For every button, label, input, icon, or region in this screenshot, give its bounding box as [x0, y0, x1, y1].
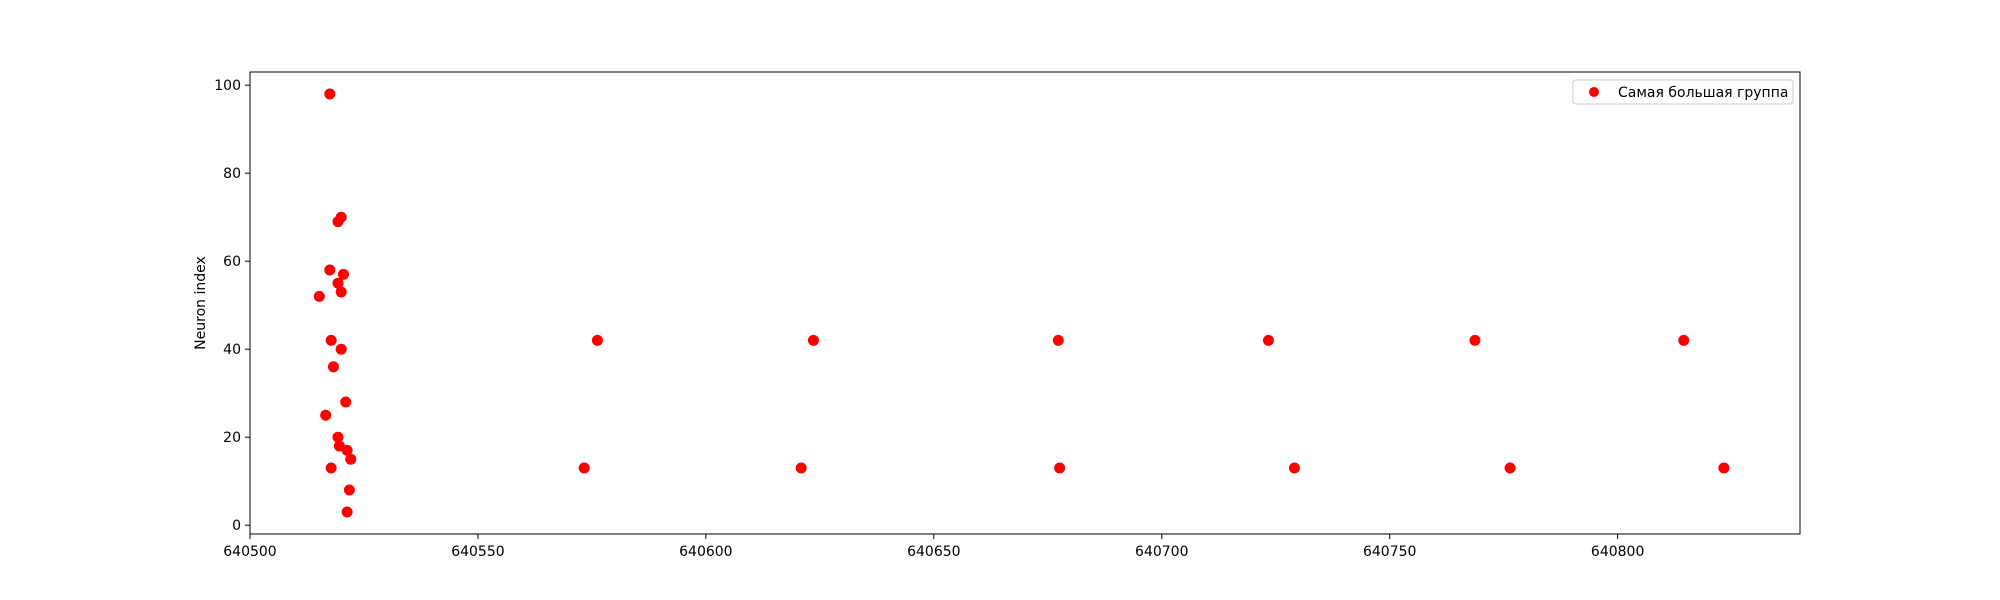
data-point — [1052, 334, 1064, 346]
data-point — [335, 343, 347, 355]
plot-frame — [249, 71, 1801, 535]
legend-label: Самая большая группа — [1618, 85, 1788, 101]
x-axis: 640500 640550 640600 640650 640700 640750 6408… — [223, 534, 1644, 560]
data-point — [1262, 334, 1274, 346]
y-tick-label: 40 — [223, 342, 241, 358]
data-point — [343, 484, 355, 496]
y-tick-label: 0 — [232, 518, 241, 534]
data-point — [332, 216, 344, 228]
legend-marker — [1589, 87, 1599, 97]
y-axis: 0 20 40 60 80 100 — [214, 78, 250, 534]
data-point — [1678, 334, 1690, 346]
data-point — [335, 286, 347, 298]
legend-box — [1572, 79, 1794, 105]
y-tick-label: 80 — [223, 166, 241, 182]
data-point — [341, 506, 353, 518]
data-point — [327, 361, 339, 373]
x-tick-label: 640750 — [1363, 544, 1416, 560]
data-point — [341, 444, 353, 456]
data-point — [324, 264, 336, 276]
data-point — [1718, 462, 1730, 474]
legend: Самая большая группа — [1572, 79, 1794, 105]
data-point — [332, 277, 344, 289]
x-tick-label: 640550 — [451, 544, 504, 560]
data-point — [795, 462, 807, 474]
data-point — [1288, 462, 1300, 474]
x-tick-label: 640650 — [907, 544, 960, 560]
data-point — [313, 290, 325, 302]
y-axis-label: Neuron index — [193, 256, 209, 350]
data-points — [313, 88, 1730, 518]
data-point — [1504, 462, 1516, 474]
x-tick-label: 640700 — [1135, 544, 1188, 560]
y-tick-label: 20 — [223, 430, 241, 446]
data-point — [1469, 334, 1481, 346]
x-tick-label: 640500 — [223, 544, 276, 560]
data-point — [345, 453, 357, 465]
x-tick-label: 640600 — [679, 544, 732, 560]
data-point — [340, 396, 352, 408]
data-point — [325, 334, 337, 346]
x-tick-label: 640800 — [1591, 544, 1644, 560]
data-point — [1054, 462, 1066, 474]
data-point — [325, 462, 337, 474]
data-point — [320, 409, 332, 421]
data-point — [807, 334, 819, 346]
data-point — [591, 334, 603, 346]
y-tick-label: 100 — [214, 78, 241, 94]
y-tick-label: 60 — [223, 254, 241, 270]
data-point — [324, 88, 336, 100]
data-point — [332, 431, 344, 443]
data-point — [578, 462, 590, 474]
data-point — [337, 268, 349, 280]
